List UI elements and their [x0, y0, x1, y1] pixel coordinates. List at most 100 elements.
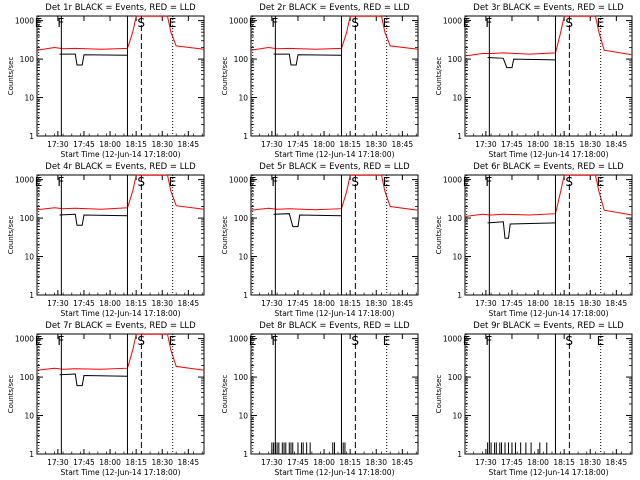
chart-8-xtick-label: 18:00 [313, 458, 335, 467]
chart-6-xtick-label: 18:30 [579, 299, 601, 308]
chart-2-ytick-label: 10 [238, 94, 248, 103]
chart-9-frame [464, 333, 633, 455]
chart-4-frame [36, 174, 205, 296]
chart-2-ytick-label: 1 [243, 132, 248, 141]
chart-7-xtick-label: 18:00 [99, 458, 121, 467]
chart-3-xtick-label: 17:30 [475, 140, 497, 149]
chart-8-xtick-label: 17:45 [287, 458, 309, 467]
chart-4-xtick-label: 18:30 [151, 299, 173, 308]
chart-6-ytick-label: 1 [457, 291, 462, 300]
chart-2-xtick-label: 17:45 [287, 140, 309, 149]
chart-3-marker-label: F [485, 16, 492, 30]
chart-3-xtick-label: 18:00 [527, 140, 549, 149]
chart-7-xtick-label: 18:45 [178, 458, 200, 467]
chart-8-ytick-label: 10 [238, 412, 248, 421]
chart-1-title: Det 1r BLACK = Events, RED = LLD [45, 3, 196, 13]
chart-3-title: Det 3r BLACK = Events, RED = LLD [473, 3, 624, 13]
chart-2-xtick-label: 18:00 [313, 140, 335, 149]
chart-2-xlabel: Start Time (12-Jun-14 17:18:00) [275, 150, 395, 159]
chart-9-xtick-label: 18:45 [606, 458, 628, 467]
chart-2-events-line [273, 53, 342, 66]
chart-7-panel: Det 7r BLACK = Events, RED = LLD Counts/s… [7, 321, 205, 477]
chart-7-marker-label: E [35, 334, 43, 348]
chart-1-ytick-label: 100 [20, 55, 35, 64]
chart-7-frame [36, 333, 205, 455]
chart-5-marker-label: S [351, 175, 359, 189]
chart-5-panel: Det 5r BLACK = Events, RED = LLD Counts/s… [221, 162, 419, 318]
chart-6-xtick-label: 18:45 [606, 299, 628, 308]
chart-4-xtick-label: 18:45 [178, 299, 200, 308]
chart-8-marker-label: F [271, 334, 278, 348]
chart-2-frame [250, 15, 419, 137]
chart-9-ytick-label: 1 [457, 450, 462, 459]
chart-5-ytick-label: 1000 [229, 176, 248, 185]
chart-3-xlabel: Start Time (12-Jun-14 17:18:00) [489, 150, 609, 159]
chart-8-title: Det 8r BLACK = Events, RED = LLD [259, 321, 410, 331]
chart-7-marker-label: E [169, 334, 177, 348]
chart-4-marker-label: E [35, 175, 43, 189]
chart-7-marker-label: S [137, 334, 145, 348]
chart-1-frame [36, 15, 205, 137]
chart-4-events-line [59, 213, 128, 226]
chart-3-ytick-label: 10 [452, 94, 462, 103]
chart-1-marker-label: S [137, 16, 145, 30]
chart-4-xlabel: Start Time (12-Jun-14 17:18:00) [61, 309, 181, 318]
chart-4-xtick-label: 18:15 [125, 299, 147, 308]
chart-3-ytick-label: 100 [448, 55, 463, 64]
chart-6-title: Det 6r BLACK = Events, RED = LLD [473, 162, 624, 172]
chart-5-xtick-label: 18:45 [392, 299, 414, 308]
chart-6-xtick-label: 18:15 [553, 299, 575, 308]
chart-9-xtick-label: 17:30 [475, 458, 497, 467]
chart-3-marker-label: E [597, 16, 605, 30]
chart-4-xtick-label: 18:00 [99, 299, 121, 308]
chart-1-ytick-label: 10 [24, 94, 34, 103]
chart-5-title: Det 5r BLACK = Events, RED = LLD [259, 162, 410, 172]
chart-6-marker-label: E [463, 175, 471, 189]
chart-9-xtick-label: 18:00 [527, 458, 549, 467]
chart-5-ytick-label: 1 [243, 291, 248, 300]
chart-1-xtick-label: 18:00 [99, 140, 121, 149]
chart-5-ytick-label: 10 [238, 253, 248, 262]
chart-4-panel: Det 4r BLACK = Events, RED = LLD Counts/s… [7, 162, 205, 318]
chart-7-xtick-label: 17:30 [47, 458, 69, 467]
chart-8-panel: Det 8r BLACK = Events, RED = LLD Counts/s… [221, 321, 419, 477]
chart-7-ytick-label: 1 [29, 450, 34, 459]
chart-6-frame [464, 174, 633, 296]
chart-8-xtick-label: 17:30 [261, 458, 283, 467]
chart-6-xtick-label: 17:30 [475, 299, 497, 308]
chart-4-marker-label: S [137, 175, 145, 189]
chart-5-marker-label: F [271, 175, 278, 189]
chart-5-frame [250, 174, 419, 296]
chart-4-xtick-label: 17:45 [73, 299, 95, 308]
chart-5-xtick-label: 17:45 [287, 299, 309, 308]
chart-1-xtick-label: 18:15 [125, 140, 147, 149]
chart-2-marker-label: E [249, 16, 257, 30]
chart-2-xtick-label: 18:45 [392, 140, 414, 149]
chart-2-marker-label: S [351, 16, 359, 30]
chart-6-ylabel: Counts/sec [435, 216, 443, 255]
chart-1-marker-label: F [57, 16, 64, 30]
chart-1-xtick-label: 18:30 [151, 140, 173, 149]
chart-9-xtick-label: 17:45 [501, 458, 523, 467]
chart-5-xtick-label: 18:00 [313, 299, 335, 308]
chart-5-events-line [273, 213, 342, 228]
chart-8-ytick-label: 1000 [229, 335, 248, 344]
chart-5-marker-label: E [383, 175, 391, 189]
chart-1-marker-label: E [169, 16, 177, 30]
chart-1-xtick-label: 17:30 [47, 140, 69, 149]
chart-9-marker-label: E [597, 334, 605, 348]
chart-6-ytick-label: 10 [452, 253, 462, 262]
chart-7-marker-label: F [57, 334, 64, 348]
chart-9-title: Det 9r BLACK = Events, RED = LLD [473, 321, 624, 331]
chart-2-marker-label: E [383, 16, 391, 30]
chart-3-panel: Det 3r BLACK = Events, RED = LLD Counts/s… [435, 3, 633, 159]
chart-2-ytick-label: 1000 [229, 17, 248, 26]
chart-3-marker-label: E [463, 16, 471, 30]
chart-4-ytick-label: 10 [24, 253, 34, 262]
chart-6-panel: Det 6r BLACK = Events, RED = LLD Counts/s… [435, 162, 633, 318]
chart-3-marker-label: S [565, 16, 573, 30]
chart-8-xtick-label: 18:30 [365, 458, 387, 467]
chart-1-ytick-label: 1000 [15, 17, 34, 26]
chart-5-ytick-label: 100 [234, 214, 249, 223]
chart-6-ytick-label: 1000 [443, 176, 462, 185]
